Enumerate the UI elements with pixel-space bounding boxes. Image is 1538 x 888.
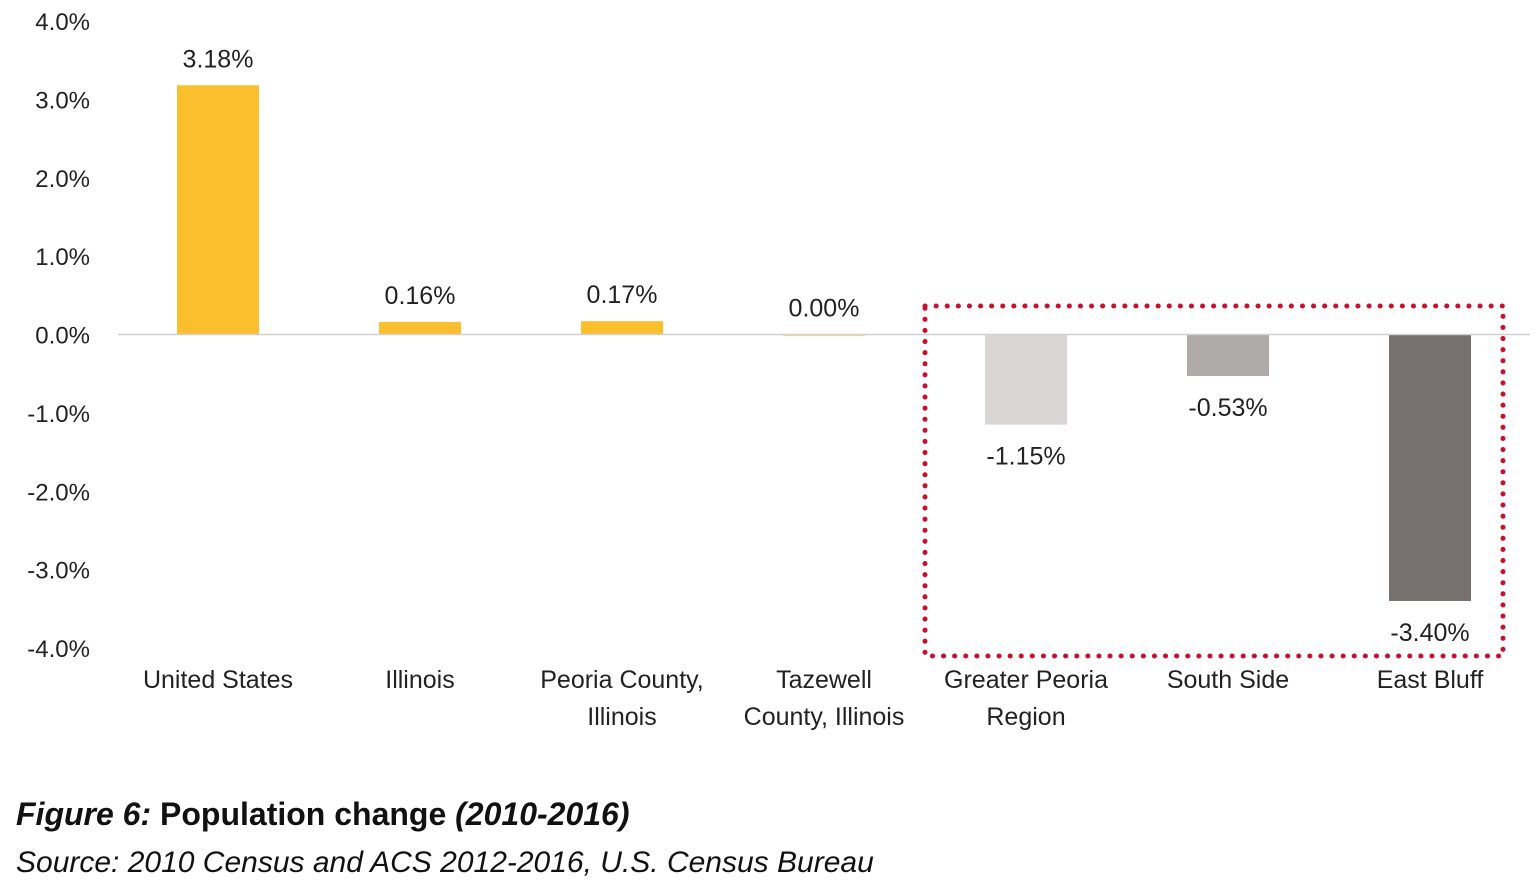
- y-tick-label: -2.0%: [27, 479, 90, 506]
- bar: [177, 85, 259, 335]
- data-label: -1.15%: [986, 443, 1065, 471]
- y-tick-label: 4.0%: [35, 9, 90, 36]
- x-tick-label: Illinois: [385, 666, 454, 694]
- bar: [1389, 334, 1471, 601]
- bar-chart: 4.0% 3.0% 2.0% 1.0% 0.0% -1.0% -2.0% -3.0% -4.0%…: [27, 9, 1530, 731]
- x-tick-label: Greater Peoria: [944, 666, 1108, 694]
- x-tick-label: County, Illinois: [744, 703, 905, 731]
- data-label: 0.16%: [385, 282, 456, 310]
- x-tick-label: South Side: [1167, 666, 1289, 694]
- data-label: 0.17%: [587, 281, 658, 309]
- y-tick-label: 0.0%: [35, 323, 90, 350]
- x-tick-label: Region: [986, 703, 1065, 731]
- figure-title: Population change: [151, 796, 456, 832]
- figure-caption: Figure 6: Population change (2010-2016): [16, 796, 629, 833]
- data-label: -3.40%: [1390, 619, 1469, 647]
- figure-label: Figure 6:: [16, 796, 152, 832]
- data-label: 0.00%: [789, 295, 860, 323]
- highlight-box: [922, 303, 1506, 659]
- y-tick-label: -3.0%: [27, 558, 90, 585]
- figure-source: Source: 2010 Census and ACS 2012-2016, U…: [16, 846, 874, 879]
- y-tick-label: 3.0%: [35, 87, 90, 114]
- x-tick-label: Illinois: [587, 703, 656, 731]
- x-tick-label: Tazewell: [776, 666, 872, 694]
- bar: [985, 334, 1067, 425]
- y-tick-label: -4.0%: [27, 636, 90, 663]
- y-tick-label: 2.0%: [35, 166, 90, 193]
- data-label: -0.53%: [1188, 394, 1267, 422]
- y-tick-label: -1.0%: [27, 401, 90, 428]
- x-tick-label: Peoria County,: [540, 666, 704, 694]
- data-label: 3.18%: [183, 45, 254, 73]
- bar: [379, 321, 461, 335]
- bar: [1187, 334, 1269, 377]
- y-tick-label: 1.0%: [35, 244, 90, 271]
- x-tick-label: United States: [143, 666, 293, 694]
- figure-period: (2010-2016): [455, 796, 630, 832]
- bar: [581, 321, 663, 335]
- x-tick-label: East Bluff: [1377, 666, 1484, 694]
